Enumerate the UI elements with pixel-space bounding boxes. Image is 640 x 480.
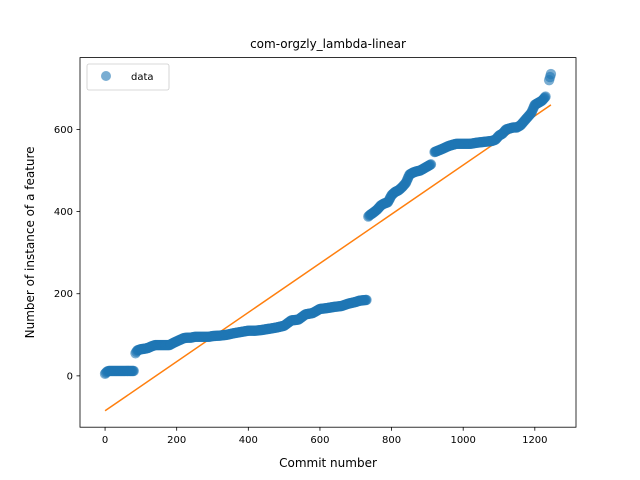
y-axis-label: Number of instance of a feature: [23, 146, 37, 338]
x-axis-ticks: 0 200 400 600 800 1000 1200: [102, 427, 548, 446]
data-point: [545, 68, 557, 80]
fit-line-layer: [104, 104, 552, 412]
x-tick-label: 200: [167, 435, 186, 446]
y-tick-label: 200: [54, 289, 73, 300]
chart-title: com-orgzly_lambda-linear: [250, 37, 406, 51]
x-tick-label: 1200: [522, 435, 547, 446]
data-point: [128, 365, 139, 377]
legend-box: [86, 63, 170, 91]
fit-line: [104, 104, 552, 412]
y-tick-label: 400: [54, 207, 73, 218]
y-tick-label: 0: [67, 371, 73, 382]
y-tick-label: 600: [54, 125, 73, 136]
x-tick-label: 800: [382, 435, 401, 446]
scatter-points-layer: [99, 68, 557, 380]
x-tick-label: 1000: [450, 435, 475, 446]
legend-label-data: data: [131, 72, 154, 83]
x-tick-label: 600: [310, 435, 329, 446]
legend-marker-data: [101, 71, 111, 81]
y-axis-ticks: 0 200 400 600: [54, 125, 80, 382]
legend: data: [86, 63, 170, 91]
data-point: [540, 91, 551, 102]
data-point: [425, 159, 437, 170]
plot-frame: [79, 57, 577, 428]
data-point: [361, 294, 372, 306]
x-tick-label: 0: [102, 435, 108, 446]
x-tick-label: 400: [239, 435, 258, 446]
x-axis-label: Commit number: [279, 456, 377, 470]
